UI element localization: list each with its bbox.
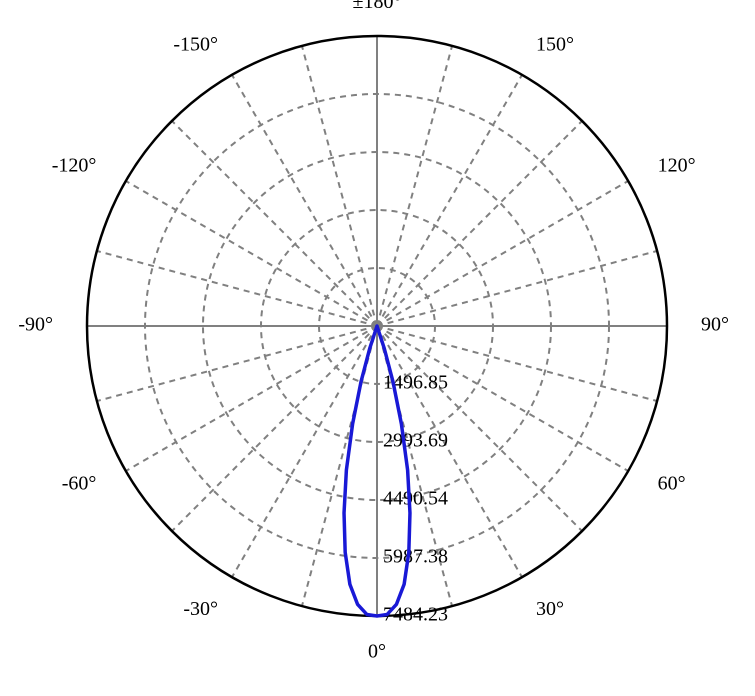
angle-label: -120° [52, 155, 97, 177]
angle-label: 90° [701, 314, 729, 336]
angle-label: 30° [536, 598, 564, 620]
angle-label: 60° [658, 473, 686, 495]
r-tick-label: 2993.69 [383, 430, 448, 452]
r-tick-label: 4490.54 [383, 488, 448, 510]
angle-label: ±180° [353, 0, 402, 13]
angle-label: 150° [536, 34, 574, 56]
angle-label: -30° [183, 598, 218, 620]
r-tick-label: 5987.38 [383, 546, 448, 568]
angle-label: -60° [62, 473, 97, 495]
angle-label: 120° [658, 155, 696, 177]
angle-label: 0° [368, 641, 386, 663]
angle-label: -90° [18, 314, 53, 336]
polar-chart: 0° 30° 60° 90° 120° 150° ±180° -150° -120° -90° -6… [0, 0, 755, 696]
angle-label: -150° [173, 34, 218, 56]
